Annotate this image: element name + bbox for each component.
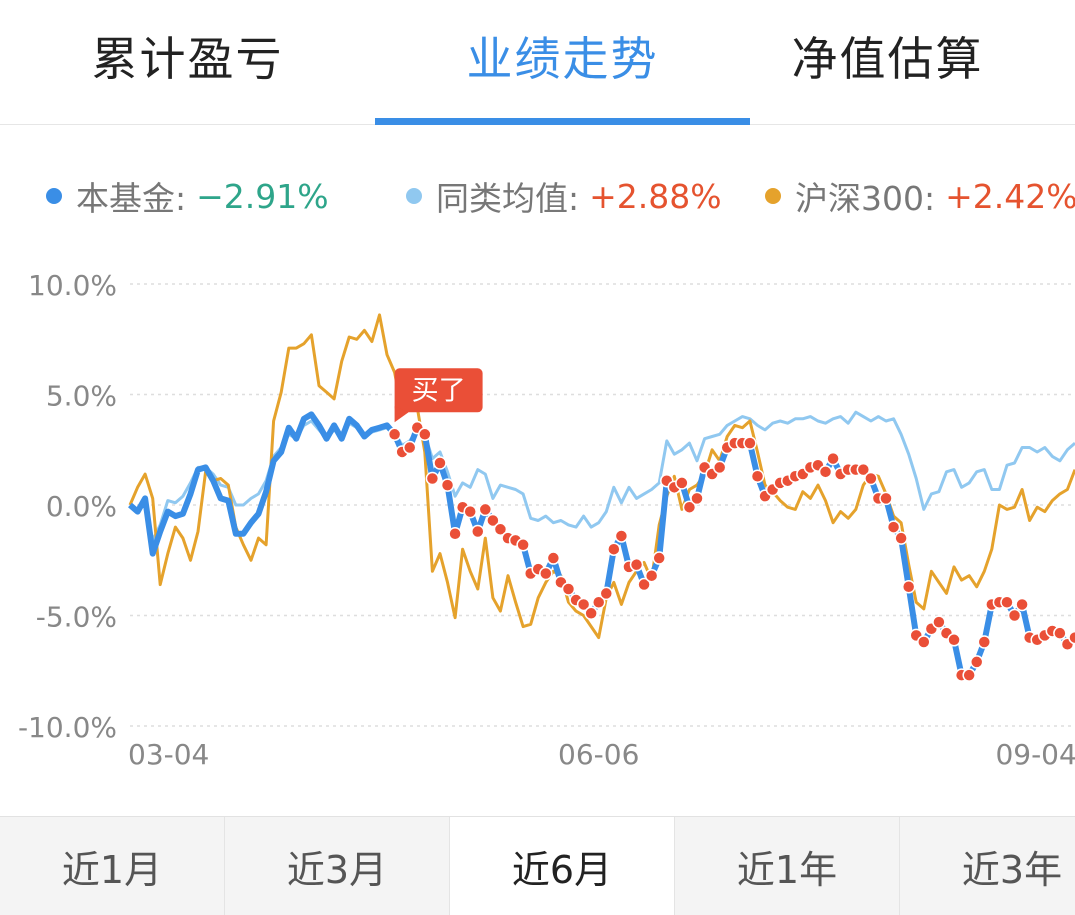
- legend-dot-peer-average: [406, 188, 422, 204]
- performance-chart[interactable]: 10.0% 5.0% 0.0% -5.0% -10.0% 03-04 06-06 09-04 买…: [0, 250, 1075, 790]
- x-tick-label: 03-04: [128, 738, 209, 771]
- legend-value-csi300: +2.42%: [945, 176, 1075, 216]
- y-tick-label: 5.0%: [46, 380, 117, 413]
- holding-dot: [969, 655, 984, 669]
- holding-dot: [1015, 597, 1029, 612]
- holding-dot: [561, 582, 576, 596]
- range-tab-1m[interactable]: 近1月: [0, 817, 225, 915]
- holding-dot: [576, 597, 591, 612]
- holding-dot: [478, 502, 493, 517]
- legend-value-fund: −2.91%: [196, 176, 329, 216]
- buy-marker-label: 买了: [412, 375, 466, 406]
- legend-item-csi300: 沪深300: +2.42%: [765, 172, 1075, 220]
- holding-dot: [962, 668, 976, 682]
- active-tab-indicator: [375, 118, 750, 125]
- holding-dot: [1000, 595, 1014, 609]
- holding-dot: [750, 469, 765, 484]
- legend-value-peer-average: +2.88%: [589, 176, 722, 216]
- holding-dot: [629, 557, 644, 572]
- holding-dot: [682, 500, 697, 514]
- holding-dot: [690, 491, 704, 506]
- holding-dot: [1053, 626, 1067, 640]
- holding-dot: [425, 471, 440, 486]
- holding-dot: [932, 615, 946, 629]
- chart-legend: 本基金: −2.91% 同类均值: +2.88% 沪深300: +2.42%: [0, 160, 1075, 220]
- holding-dot: [591, 595, 606, 609]
- holding-dot: [712, 460, 727, 475]
- x-tick-label: 09-04: [995, 738, 1075, 771]
- legend-dot-fund: [46, 188, 62, 204]
- holding-dot: [675, 476, 689, 490]
- holding-dot: [864, 471, 878, 486]
- holding-dot: [614, 529, 629, 543]
- holding-dot: [463, 504, 477, 519]
- holding-dot: [977, 635, 992, 649]
- holding-dot: [387, 427, 402, 442]
- holding-dot: [448, 526, 462, 541]
- holding-dot: [879, 491, 893, 506]
- y-tick-label: 10.0%: [28, 269, 117, 302]
- range-tab-6m[interactable]: 近6月: [450, 817, 675, 915]
- holding-dot: [818, 465, 833, 479]
- holding-dot: [539, 566, 553, 581]
- holding-dot: [402, 440, 417, 455]
- y-tick-label: -10.0%: [18, 711, 117, 744]
- holding-dot: [637, 577, 651, 592]
- tab-nav-estimate[interactable]: 净值估算: [791, 32, 984, 86]
- holding-dot: [418, 427, 432, 442]
- buy-marker-badge: [394, 368, 483, 413]
- holding-dot: [1007, 608, 1022, 623]
- holding-dot: [743, 436, 757, 450]
- holding-dot: [607, 542, 621, 556]
- holding-dot: [917, 635, 931, 649]
- holding-dot: [516, 538, 530, 552]
- series-line-csi300: [128, 313, 1075, 640]
- holding-dot: [486, 513, 500, 528]
- tab-cumulative-pnl[interactable]: 累计盈亏: [91, 32, 284, 86]
- range-tab-1y[interactable]: 近1年: [675, 817, 900, 915]
- buy-marker-pointer: [394, 406, 409, 423]
- holding-dot: [886, 520, 901, 534]
- holding-dot: [901, 580, 916, 594]
- range-tab-3y[interactable]: 近3年: [900, 817, 1075, 915]
- top-tab-bar: 累计盈亏 业绩走势 净值估算: [0, 0, 1075, 125]
- holding-dot: [546, 551, 561, 565]
- holding-dot: [471, 524, 485, 539]
- legend-item-peer-average: 同类均值: +2.88%: [406, 172, 722, 220]
- holding-dot: [947, 633, 961, 647]
- holding-dot: [652, 551, 666, 565]
- legend-label-peer-average: 同类均值:: [436, 179, 580, 218]
- holding-dot: [440, 478, 455, 492]
- holding-dot: [599, 586, 614, 601]
- holding-dot: [856, 462, 871, 477]
- y-tick-label: 0.0%: [46, 490, 117, 523]
- holding-dot: [826, 451, 840, 466]
- holding-dot: [894, 531, 908, 545]
- range-tab-bar: 近1月 近3月 近6月 近1年 近3年: [0, 816, 1075, 915]
- holding-dot: [1068, 630, 1075, 645]
- x-tick-label: 06-06: [558, 738, 639, 771]
- legend-dot-csi300: [765, 188, 781, 204]
- y-tick-label: -5.0%: [36, 601, 117, 634]
- legend-label-fund: 本基金:: [76, 179, 187, 218]
- holding-dot: [584, 606, 598, 621]
- tab-performance-trend[interactable]: 业绩走势: [466, 32, 659, 86]
- holding-dot: [644, 568, 659, 583]
- range-tab-3m[interactable]: 近3月: [225, 817, 450, 915]
- legend-label-csi300: 沪深300:: [795, 179, 936, 218]
- legend-item-fund: 本基金: −2.91%: [46, 172, 329, 220]
- holding-dot: [433, 456, 447, 470]
- holding-dot: [493, 522, 508, 537]
